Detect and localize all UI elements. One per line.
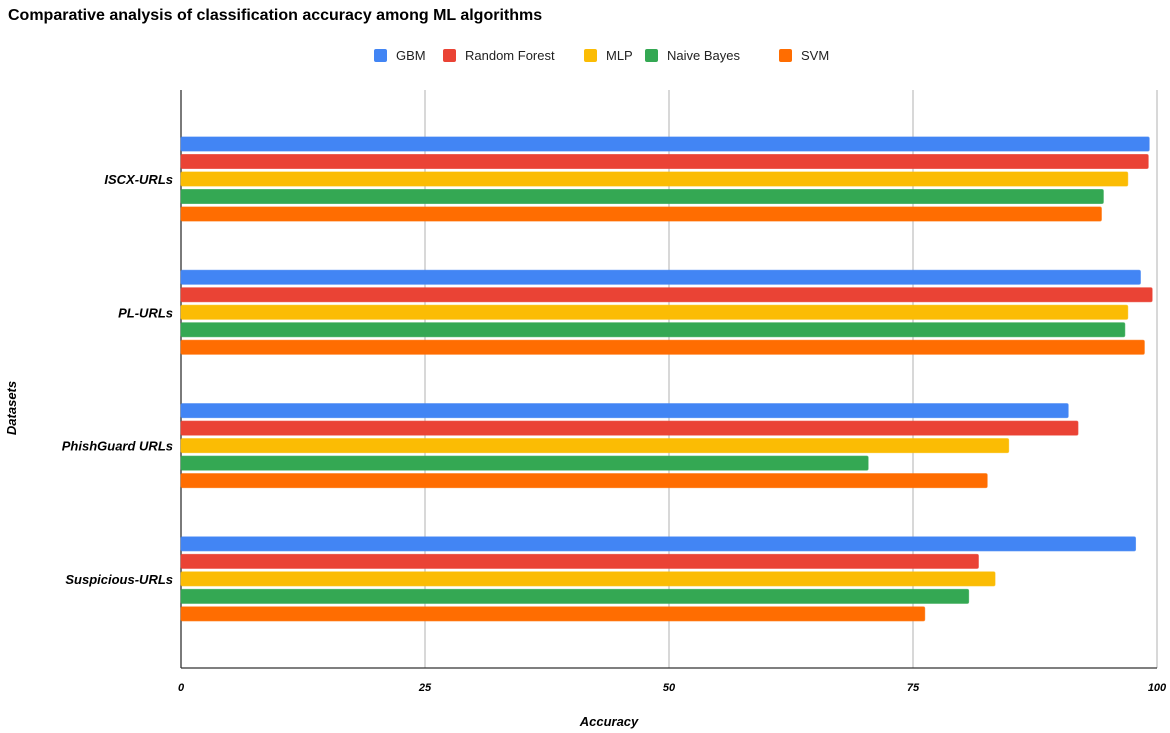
legend-label: Naive Bayes: [667, 48, 740, 63]
bar-naive-bayes: [180, 322, 1126, 338]
bar-svm: [180, 206, 1102, 222]
x-tick-label: 100: [1148, 682, 1167, 694]
legend-swatch: [584, 49, 597, 62]
bar-svm: [180, 606, 926, 622]
x-axis-title: Accuracy: [579, 714, 639, 729]
bar-mlp: [180, 304, 1129, 320]
x-tick-label: 75: [907, 682, 920, 694]
x-tick-label: 0: [178, 682, 185, 694]
bar-random-forest: [180, 553, 979, 569]
bar-mlp: [180, 571, 996, 587]
category-label: Suspicious-URLs: [65, 572, 173, 587]
category-label: PhishGuard URLs: [62, 439, 173, 454]
bar-svm: [180, 473, 988, 489]
legend-label: SVM: [801, 48, 829, 63]
category-label: PL-URLs: [118, 305, 173, 320]
legend-swatch: [443, 49, 456, 62]
chart-title: Comparative analysis of classification a…: [8, 7, 542, 24]
bar-mlp: [180, 438, 1010, 454]
bar-gbm: [180, 536, 1137, 552]
legend-swatch: [374, 49, 387, 62]
bar-naive-bayes: [180, 455, 869, 471]
bar-random-forest: [180, 154, 1149, 169]
legend-label: Random Forest: [465, 48, 555, 63]
x-tick-label: 25: [418, 682, 432, 694]
y-axis-title: Datasets: [4, 381, 19, 435]
legend-label: GBM: [396, 48, 426, 63]
x-tick-label: 50: [663, 682, 676, 694]
bar-gbm: [180, 136, 1150, 152]
bar-gbm: [180, 269, 1141, 285]
bar-svm: [180, 339, 1145, 355]
legend-swatch: [779, 49, 792, 62]
bar-mlp: [180, 171, 1129, 187]
x-tick-labels: 0 25 50 75 100: [178, 682, 1167, 694]
category-labels: ISCX-URLs PL-URLs PhishGuard URLs Suspiciou…: [62, 172, 173, 587]
bars: [180, 136, 1153, 622]
bar-random-forest: [180, 420, 1079, 436]
bar-naive-bayes: [180, 189, 1104, 204]
bar-random-forest: [180, 287, 1153, 303]
legend-label: MLP: [606, 48, 633, 63]
bar-gbm: [180, 403, 1069, 419]
legend: GBM Random Forest MLP Naive Bayes SVM: [374, 48, 829, 63]
legend-swatch: [645, 49, 658, 62]
bar-naive-bayes: [180, 588, 970, 604]
category-label: ISCX-URLs: [104, 172, 173, 187]
